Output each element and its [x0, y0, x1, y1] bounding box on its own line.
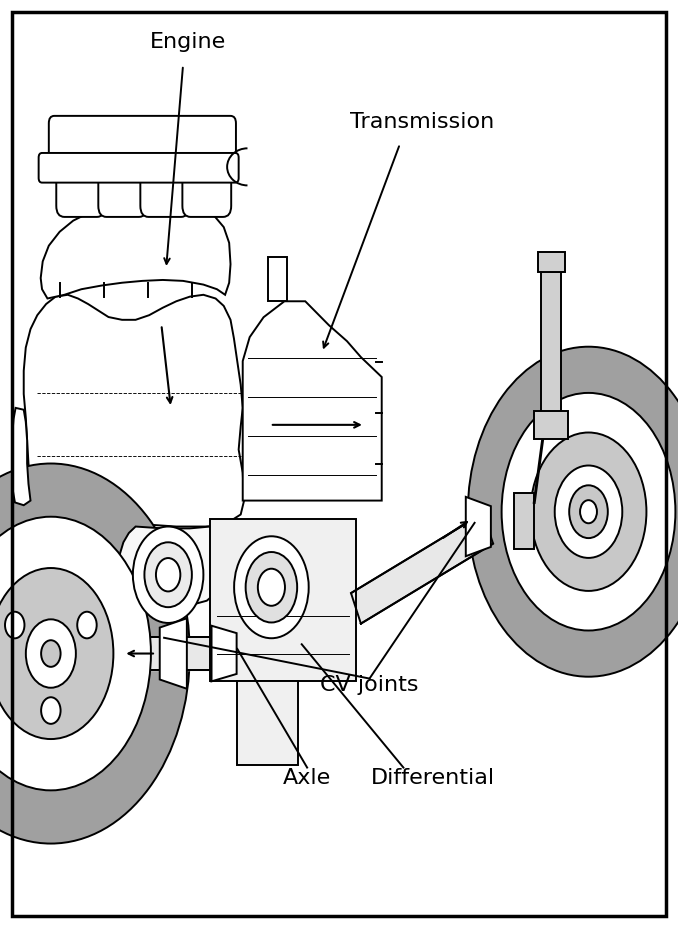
Text: Differential: Differential — [370, 768, 495, 788]
Bar — [538, 252, 565, 273]
FancyBboxPatch shape — [56, 150, 105, 217]
Polygon shape — [268, 257, 287, 301]
Circle shape — [156, 558, 180, 591]
Circle shape — [144, 542, 192, 607]
Circle shape — [555, 465, 622, 558]
Circle shape — [502, 393, 675, 630]
Circle shape — [5, 612, 24, 639]
Polygon shape — [41, 204, 231, 298]
Circle shape — [531, 433, 646, 590]
Text: Axle: Axle — [283, 768, 332, 788]
Bar — [237, 681, 298, 765]
Circle shape — [570, 486, 607, 538]
Polygon shape — [466, 497, 491, 556]
FancyBboxPatch shape — [39, 153, 239, 183]
Circle shape — [0, 516, 151, 791]
Polygon shape — [28, 505, 216, 589]
FancyBboxPatch shape — [140, 150, 189, 217]
FancyBboxPatch shape — [98, 150, 147, 217]
Bar — [514, 493, 534, 549]
Circle shape — [468, 347, 678, 677]
Bar — [541, 273, 561, 416]
Circle shape — [245, 552, 297, 623]
FancyBboxPatch shape — [182, 150, 231, 217]
Circle shape — [258, 569, 285, 606]
Polygon shape — [351, 514, 493, 624]
Text: CV joints: CV joints — [320, 675, 419, 695]
Circle shape — [234, 536, 308, 639]
Polygon shape — [24, 295, 244, 528]
Polygon shape — [12, 408, 31, 505]
Bar — [534, 412, 568, 439]
Bar — [210, 519, 356, 681]
Circle shape — [77, 612, 97, 639]
Text: Transmission: Transmission — [350, 111, 494, 132]
Polygon shape — [243, 301, 382, 501]
Circle shape — [26, 619, 76, 688]
Circle shape — [41, 641, 60, 667]
Circle shape — [580, 501, 597, 523]
Circle shape — [0, 464, 190, 844]
Circle shape — [133, 527, 203, 623]
Circle shape — [0, 568, 113, 739]
FancyBboxPatch shape — [49, 116, 236, 170]
Polygon shape — [160, 618, 187, 689]
Polygon shape — [212, 626, 237, 681]
Text: Engine: Engine — [151, 32, 226, 52]
Polygon shape — [114, 527, 224, 608]
Circle shape — [41, 697, 60, 724]
